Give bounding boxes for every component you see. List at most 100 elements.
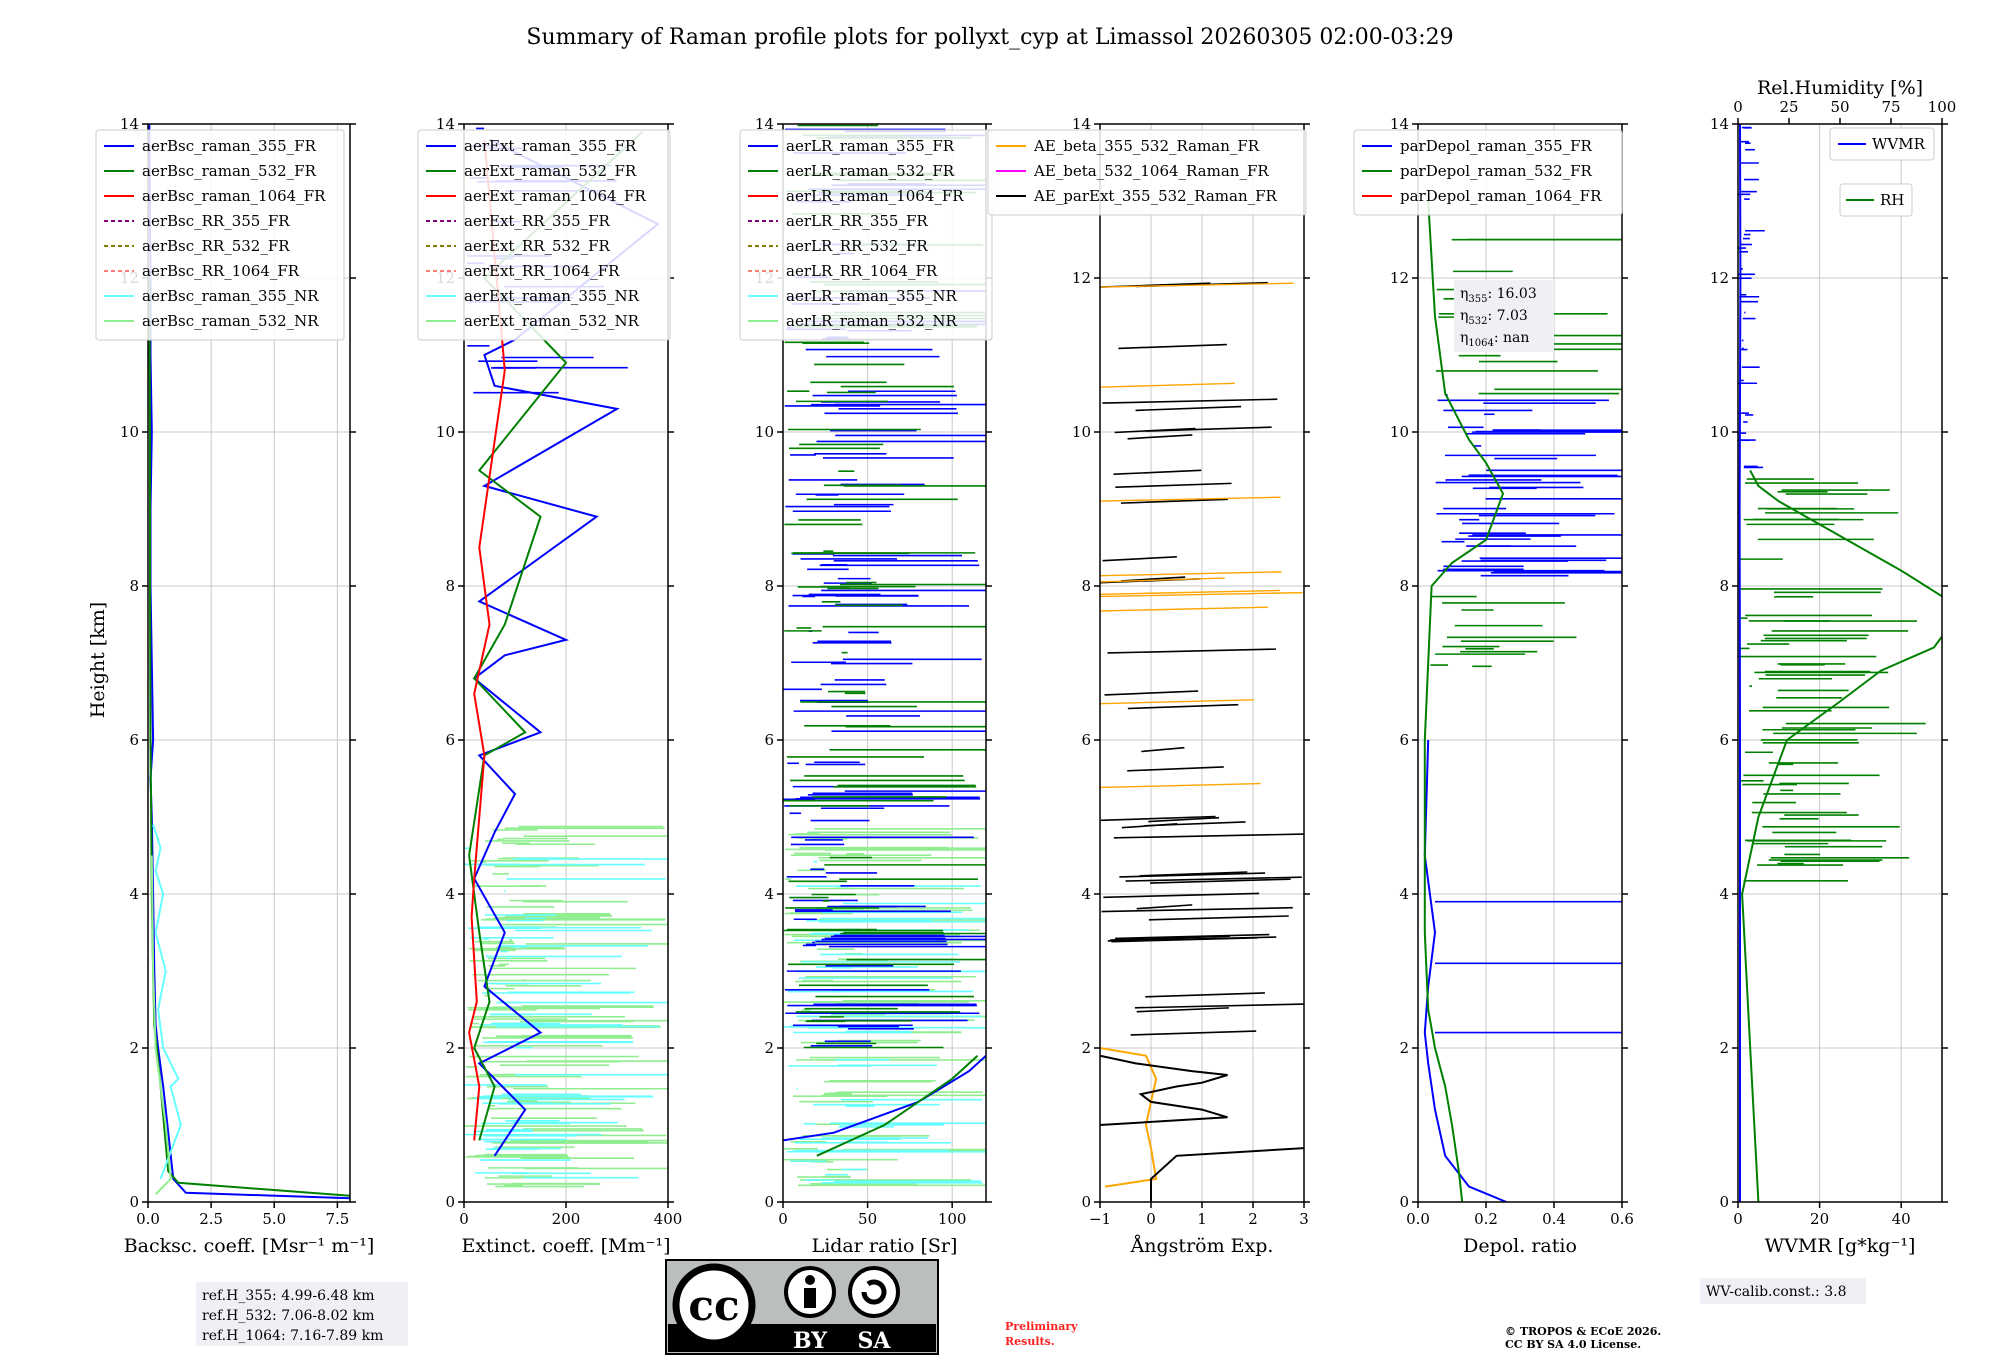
y-tick-label: 8	[1081, 577, 1091, 595]
sa-share-arrow	[861, 1279, 887, 1305]
legend: aerBsc_raman_355_FR aerBsc_raman_532_FRae…	[95, 129, 345, 341]
legend-entry: aerBsc_raman_532_NR	[142, 312, 319, 330]
eta-box	[1454, 280, 1554, 352]
panel-data	[148, 124, 350, 1200]
x-tick-label: 1	[1197, 1210, 1207, 1228]
x-axis-label: Extinct. coeff. [Mm⁻¹]	[461, 1235, 670, 1257]
y-tick-label: 6	[445, 731, 455, 749]
series-line-1	[1100, 1047, 1158, 1188]
eta-line: η1064: nan	[1460, 330, 1529, 349]
series-line-2	[1150, 1147, 1304, 1202]
ae-parext-segment	[1115, 482, 1232, 489]
top-tick-label: 0	[1733, 98, 1743, 116]
y-tick-label: 10	[436, 423, 455, 441]
x-tick-label: 0.0	[1406, 1210, 1430, 1228]
x-tick-label: 0	[459, 1210, 469, 1228]
ref-height-355: ref.H_355: 4.99-6.48 km	[202, 1288, 375, 1304]
y-tick-label: 14	[436, 115, 455, 133]
ae-parext-segment	[1127, 434, 1193, 440]
panel-data	[1100, 281, 1304, 1202]
x-tick-label: −1	[1089, 1210, 1111, 1228]
legend-entry: parDepol_raman_532_FR	[1400, 162, 1593, 180]
panel-frame	[782, 123, 987, 1203]
x-tick-label: 7.5	[325, 1210, 349, 1228]
legend: AE_beta_355_532_Raman_FR AE_beta_532_1064…	[987, 129, 1307, 216]
ae-beta-segment	[1100, 577, 1225, 583]
legend-entry: aerLR_raman_355_FR	[786, 137, 955, 155]
series-line-1	[1423, 739, 1507, 1202]
panel-frame	[1737, 123, 1943, 1203]
x-tick-label: 3	[1299, 1210, 1309, 1228]
legend-entry: aerLR_RR_355_FR	[786, 212, 928, 230]
legend-entry: aerExt_RR_1064_FR	[464, 262, 620, 280]
x-tick-label: 0	[1733, 1210, 1743, 1228]
ae-parext-segment	[1110, 935, 1230, 941]
ae-parext-segment	[1102, 556, 1177, 562]
cc-license-badge: cc BY SA	[665, 1259, 939, 1355]
panel-frame	[147, 123, 351, 1203]
y-tick-label: 10	[1390, 423, 1409, 441]
wv-calib-box: WV-calib.const.: 3.8	[1700, 1278, 1866, 1304]
series-line-1	[1738, 124, 1742, 1202]
legend-entry: aerBsc_RR_355_FR	[142, 212, 290, 230]
x-tick-label: 0.0	[136, 1210, 160, 1228]
legend-entry: aerExt_RR_355_FR	[464, 212, 611, 230]
y-tick-label: 6	[1719, 731, 1729, 749]
ae-beta-segment	[1100, 382, 1236, 388]
y-tick-label: 14	[1072, 115, 1091, 133]
legend-entry: aerExt_raman_355_NR	[464, 287, 640, 305]
legend-box	[739, 129, 993, 341]
y-tick-label: 2	[1081, 1039, 1091, 1057]
legend-entry: aerLR_RR_1064_FR	[786, 262, 938, 280]
preliminary-line2: Results.	[1005, 1335, 1055, 1348]
ae-parext-segment	[1134, 1003, 1304, 1009]
ae-beta-segment	[1100, 589, 1281, 596]
y-tick-label: 14	[1390, 115, 1409, 133]
panel-5: 0 2 4 6 8 10 12 14 0.0 0.2 0.4 0.6 Depol. ratio parDe…	[1353, 115, 1634, 1257]
y-tick-label: 2	[129, 1039, 139, 1057]
ae-parext-segment	[1127, 766, 1224, 772]
y-tick-label: 0	[1081, 1193, 1091, 1211]
x-axis-label: WVMR [g*kg⁻¹]	[1765, 1235, 1916, 1257]
ae-parext-segment	[1144, 821, 1246, 827]
x-tick-label: 200	[552, 1210, 581, 1228]
top-tick-label: 50	[1830, 98, 1849, 116]
legend: aerExt_raman_355_FR aerExt_raman_532_FRae…	[417, 129, 671, 341]
legend-entry: aerExt_raman_355_FR	[464, 137, 637, 155]
ae-beta-segment	[1100, 591, 1303, 598]
y-tick-label: 6	[129, 731, 139, 749]
y-tick-label: 12	[1390, 269, 1409, 287]
x-axis-label: Depol. ratio	[1463, 1235, 1577, 1257]
license-sa-label: SA	[858, 1328, 892, 1354]
ae-parext-segment	[1148, 816, 1220, 823]
series-line-1	[783, 1054, 986, 1142]
legend-entry: WVMR	[1872, 135, 1926, 153]
ae-beta-segment	[1100, 282, 1294, 288]
y-tick-label: 8	[445, 577, 455, 595]
ae-parext-segment	[1135, 405, 1242, 412]
ae-parext-segment	[1103, 892, 1260, 899]
ae-parext-segment	[1141, 746, 1185, 753]
x-tick-label: 5.0	[262, 1210, 286, 1228]
legend-entry: aerLR_raman_532_FR	[786, 162, 955, 180]
legend-entry: aerBsc_RR_1064_FR	[142, 262, 300, 280]
legend-entry: aerBsc_raman_355_NR	[142, 287, 319, 305]
y-tick-label: 6	[1081, 731, 1091, 749]
y-tick-label: 8	[129, 577, 139, 595]
ae-parext-segment	[1101, 906, 1293, 913]
legend-entry: aerBsc_RR_532_FR	[142, 237, 290, 255]
eta-annotation: η355: 16.03 η532: 7.03 η1064: nan	[1454, 280, 1554, 352]
legend-entry: AE_beta_355_532_Raman_FR	[1033, 137, 1260, 155]
ae-parext-segment	[1118, 343, 1227, 350]
x-axis-label: Backsc. coeff. [Msr⁻¹ m⁻¹]	[124, 1235, 375, 1257]
x-tick-label: 0	[1146, 1210, 1156, 1228]
x-tick-label: 40	[1892, 1210, 1911, 1228]
eta-line: η355: 16.03	[1460, 286, 1537, 305]
legend-entry: aerLR_raman_532_NR	[786, 312, 957, 330]
wv-calib-text: WV-calib.const.: 3.8	[1706, 1284, 1846, 1300]
ae-parext-segment	[1127, 703, 1239, 710]
